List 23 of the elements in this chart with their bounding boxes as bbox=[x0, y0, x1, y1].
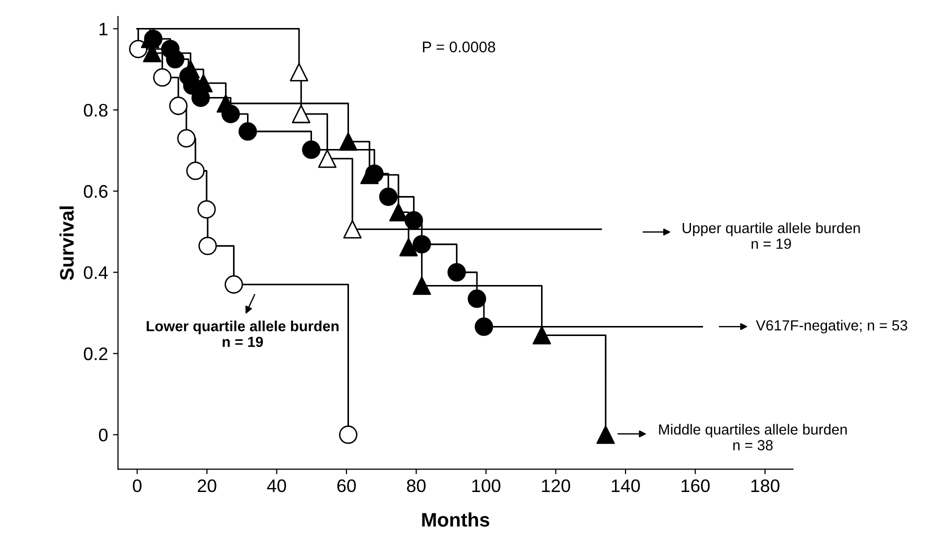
y-tick-label: 0.8 bbox=[84, 104, 108, 117]
annotation: V617F-negative; n = 53 bbox=[756, 320, 908, 334]
x-tick-label: 0 bbox=[132, 479, 142, 492]
annotation: Middle quartiles allele burden n = 38 bbox=[659, 424, 847, 450]
x-axis-title: Months bbox=[422, 512, 490, 527]
y-tick-label: 0 bbox=[98, 428, 108, 442]
x-tick-label: 180 bbox=[751, 479, 780, 492]
annotation: Upper quartile allele burden n = 19 bbox=[682, 222, 860, 249]
x-tick-label: 160 bbox=[682, 479, 710, 492]
x-tick-label: 120 bbox=[542, 479, 570, 492]
x-tick-label: 100 bbox=[472, 479, 500, 492]
annotation: Lower quartile allele burden n = 19 bbox=[146, 320, 339, 348]
y-tick-label: 0.2 bbox=[84, 347, 108, 360]
y-axis-title: Survival bbox=[60, 206, 74, 280]
x-tick-label: 20 bbox=[198, 479, 216, 492]
y-tick-label: 0.4 bbox=[84, 266, 108, 280]
y-tick-label: 1 bbox=[100, 22, 108, 36]
x-tick-label: 140 bbox=[612, 479, 640, 492]
x-tick-label: 60 bbox=[337, 479, 356, 492]
x-tick-label: 40 bbox=[267, 479, 286, 492]
y-tick-label: 0.6 bbox=[84, 185, 108, 198]
x-tick-label: 80 bbox=[406, 479, 426, 492]
annotation: P = 0.0008 bbox=[422, 42, 496, 52]
